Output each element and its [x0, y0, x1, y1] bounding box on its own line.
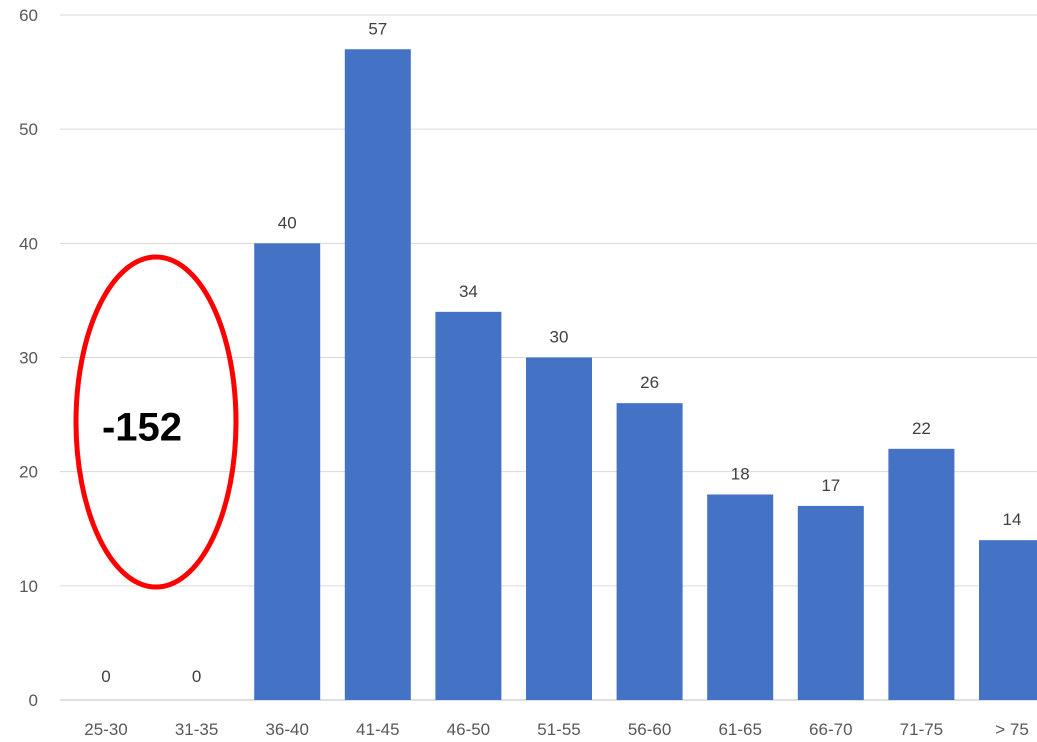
bar	[254, 243, 321, 701]
x-tick-label: 66-70	[809, 720, 852, 739]
annotation-text: -152	[102, 406, 182, 450]
x-tick-label: > 75	[995, 720, 1029, 739]
y-tick-label: 60	[19, 6, 38, 25]
data-label: 14	[1003, 510, 1022, 529]
data-label: 0	[192, 667, 201, 686]
bar	[979, 540, 1037, 700]
annotation: -152	[73, 254, 239, 590]
data-label: 30	[550, 328, 569, 347]
x-tick-label: 71-75	[900, 720, 943, 739]
x-tick-label: 25-30	[84, 720, 127, 739]
x-tick-label: 51-55	[537, 720, 580, 739]
bar	[797, 505, 864, 700]
x-tick-label: 46-50	[447, 720, 490, 739]
data-label: 17	[821, 476, 840, 495]
x-tick-label: 56-60	[628, 720, 671, 739]
x-tick-label: 31-35	[175, 720, 218, 739]
data-label: 0	[101, 667, 110, 686]
x-axis: 25-30 31-35 36-40 41-45 46-50 51-55 56-60 61-65…	[84, 720, 1029, 739]
bar	[435, 311, 502, 700]
x-tick-label: 36-40	[265, 720, 308, 739]
bar	[616, 403, 683, 700]
y-tick-label: 0	[29, 691, 38, 710]
bar	[344, 49, 411, 700]
y-tick-label: 40	[19, 234, 38, 253]
bar	[888, 448, 955, 700]
data-label: 26	[640, 373, 659, 392]
y-tick-label: 30	[19, 349, 38, 368]
bars	[254, 49, 1037, 701]
data-label: 57	[368, 19, 387, 38]
bar	[707, 494, 774, 700]
bar	[526, 357, 592, 700]
data-labels: 0 0 40 57 34 30 26 18 17 22 14	[101, 19, 1021, 686]
y-tick-label: 50	[19, 120, 38, 139]
y-axis: 0 10 20 30 40 50 60	[19, 6, 38, 710]
y-tick-label: 10	[19, 577, 38, 596]
annotation-ellipse	[73, 254, 239, 590]
y-tick-label: 20	[19, 463, 38, 482]
x-tick-label: 61-65	[718, 720, 761, 739]
x-tick-label: 41-45	[356, 720, 399, 739]
data-label: 34	[459, 282, 478, 301]
data-label: 22	[912, 419, 931, 438]
data-label: 18	[731, 465, 750, 484]
data-label: 40	[278, 213, 297, 232]
